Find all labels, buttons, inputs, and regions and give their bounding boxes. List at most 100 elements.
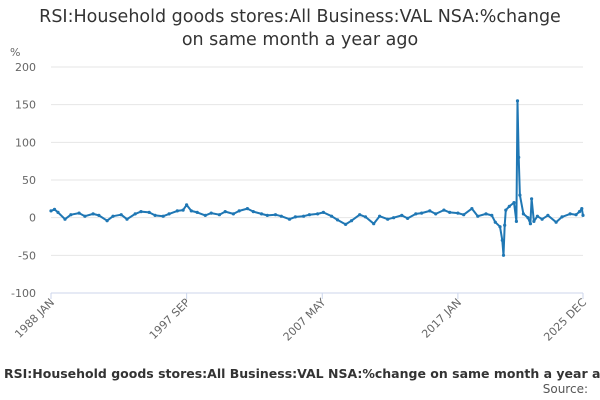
series-line-group xyxy=(49,99,585,257)
data-point xyxy=(203,213,207,217)
data-point xyxy=(167,212,171,216)
data-point xyxy=(52,207,57,211)
data-point xyxy=(265,213,269,217)
data-point xyxy=(470,207,474,211)
grid-lines xyxy=(51,66,583,294)
data-point xyxy=(358,213,362,217)
data-point xyxy=(56,210,60,214)
data-point xyxy=(181,208,185,212)
x-tick-label: 2007 MAY xyxy=(281,296,329,344)
y-tick-label: 150 xyxy=(15,99,36,112)
data-point xyxy=(63,217,67,221)
data-point xyxy=(372,222,376,226)
data-point xyxy=(91,212,95,216)
data-point xyxy=(577,210,582,214)
data-point xyxy=(237,209,241,213)
data-point xyxy=(442,208,446,212)
data-point xyxy=(546,213,550,217)
data-point xyxy=(400,213,404,217)
data-point xyxy=(279,214,283,218)
y-tick-label: -100 xyxy=(11,287,36,300)
data-point xyxy=(501,253,506,257)
data-point xyxy=(512,201,516,205)
data-point xyxy=(153,213,157,217)
data-point xyxy=(574,213,578,217)
data-point xyxy=(568,212,572,216)
data-point xyxy=(245,207,249,211)
data-point xyxy=(500,238,504,242)
y-axis-label: % xyxy=(10,46,20,59)
data-point xyxy=(217,213,221,217)
data-point xyxy=(185,203,189,207)
data-point xyxy=(321,210,325,214)
chart-title-line-1: RSI:Household goods stores:All Business:… xyxy=(39,7,561,27)
data-point xyxy=(580,207,584,211)
data-point xyxy=(386,217,390,221)
data-point xyxy=(302,214,306,218)
data-point xyxy=(259,212,264,216)
x-tick-label: 2017 JAN xyxy=(419,296,464,341)
data-point xyxy=(69,213,73,217)
data-point xyxy=(111,214,115,218)
data-point xyxy=(406,216,410,220)
data-point xyxy=(528,222,533,226)
data-point xyxy=(49,209,53,213)
y-axis: -100 -50 0 50 100 150 200 xyxy=(11,61,36,300)
data-point xyxy=(378,214,382,218)
data-point xyxy=(231,212,235,216)
data-point xyxy=(147,210,151,214)
data-point xyxy=(581,213,585,217)
data-point xyxy=(316,212,320,216)
data-point xyxy=(484,212,488,216)
data-point xyxy=(428,209,432,213)
data-point xyxy=(251,210,255,214)
data-point xyxy=(490,213,494,217)
data-point xyxy=(517,155,521,159)
data-point xyxy=(414,212,418,216)
data-point xyxy=(77,211,81,215)
data-point xyxy=(462,213,466,217)
data-point xyxy=(514,219,519,223)
data-point xyxy=(175,209,179,213)
y-tick-label: 50 xyxy=(22,174,36,187)
x-tick-label: 1997 SEP xyxy=(147,296,193,342)
chart-title-line-2: on same month a year ago xyxy=(181,30,419,50)
data-point xyxy=(434,212,438,216)
data-point xyxy=(287,217,292,221)
data-point xyxy=(504,208,508,212)
data-point xyxy=(526,216,530,220)
data-point xyxy=(335,218,340,222)
data-point xyxy=(83,214,87,218)
data-point xyxy=(105,219,109,223)
data-point xyxy=(498,225,502,229)
data-point xyxy=(133,212,137,216)
x-tick-label: 1988 JAN xyxy=(12,296,57,341)
data-point xyxy=(189,209,193,213)
data-point xyxy=(195,210,199,214)
data-point xyxy=(476,214,480,218)
data-point xyxy=(97,213,101,217)
data-point xyxy=(330,214,334,218)
x-axis: 1988 JAN 1997 SEP 2007 MAY 2017 JAN 2025 DEC xyxy=(12,292,589,344)
data-point xyxy=(503,223,507,227)
y-tick-label: 100 xyxy=(15,136,36,149)
data-point xyxy=(119,213,123,217)
data-point xyxy=(532,219,536,223)
data-point xyxy=(507,204,511,208)
y-tick-label: 0 xyxy=(29,212,36,225)
data-point xyxy=(540,217,544,221)
data-point xyxy=(456,211,460,215)
chart-caption: RSI:Household goods stores:All Business:… xyxy=(4,366,600,381)
data-point xyxy=(293,215,297,219)
data-point xyxy=(139,210,143,214)
data-point xyxy=(518,193,522,197)
y-tick-label: -50 xyxy=(18,249,36,262)
data-point xyxy=(448,210,452,214)
data-point xyxy=(125,217,129,221)
data-point xyxy=(161,214,165,218)
data-point xyxy=(223,210,227,214)
data-point xyxy=(273,213,278,217)
data-point xyxy=(344,222,348,226)
data-point xyxy=(554,220,558,224)
